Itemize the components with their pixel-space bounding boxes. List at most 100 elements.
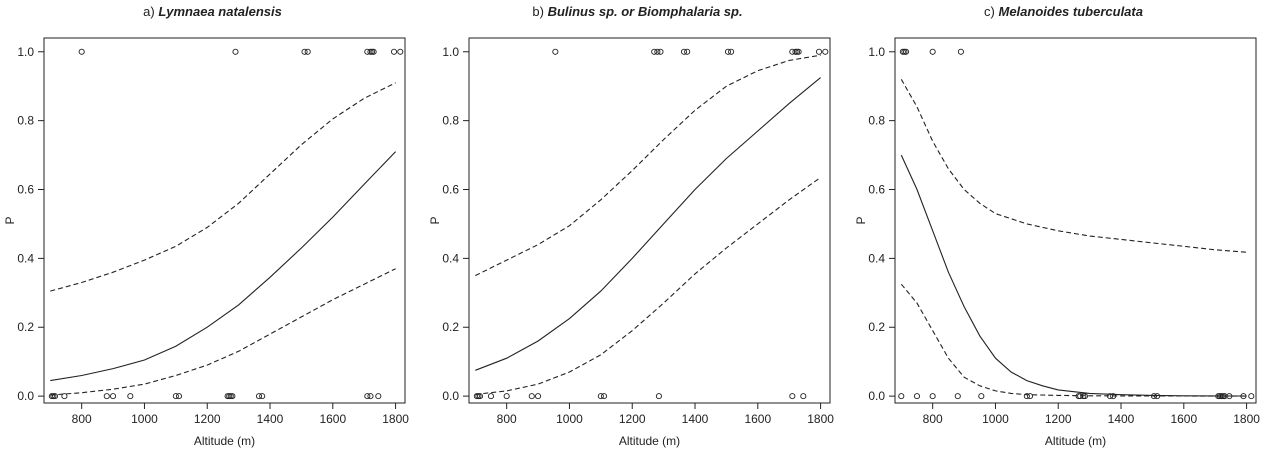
y-axis-label: P: [3, 216, 17, 224]
observation-point: [232, 48, 239, 55]
y-tick-label: 1.0: [442, 45, 459, 59]
panel-b: b) Bulinus sp. or Biomphalaria sp. 800 10…: [425, 0, 850, 457]
observation-point: [800, 393, 807, 400]
observation-point: [1106, 393, 1114, 400]
x-tick-label: 1000: [556, 412, 583, 426]
chart-melanoides: 800 1000 1200 1400 1600 1800 0.0 0.2 0.4 0.6 0.8 1.…: [854, 37, 1260, 448]
observation-point: [1240, 393, 1247, 400]
x-tick-label: 1600: [1170, 412, 1197, 426]
x-tick-label: 1000: [131, 412, 158, 426]
observation-point: [902, 48, 910, 55]
y-tick-label: 0.0: [868, 389, 885, 403]
plot-frame: [894, 37, 1257, 404]
observation-point: [127, 393, 134, 400]
observation-point: [259, 393, 266, 400]
observation-point: [597, 393, 604, 400]
observation-point: [229, 393, 236, 400]
observation-point: [1248, 393, 1255, 400]
observation-point: [78, 48, 85, 55]
observation-point: [175, 393, 183, 400]
observation-point: [929, 393, 936, 400]
observation-point: [364, 48, 371, 55]
y-tick-label: 0.8: [442, 114, 459, 128]
observation-point: [103, 393, 110, 400]
x-tick-label: 1800: [807, 412, 834, 426]
observation-point: [110, 393, 117, 400]
upper-ci-curve: [50, 82, 396, 292]
observation-point: [535, 393, 542, 400]
x-tick-label: 1200: [1045, 412, 1072, 426]
observation-point: [651, 48, 658, 55]
x-tick-label: 1200: [619, 412, 646, 426]
y-tick-label: 0.0: [17, 389, 34, 403]
observation-point: [51, 393, 59, 400]
fitted-curve: [475, 77, 821, 371]
observation-point: [304, 48, 311, 55]
lower-ci-curve: [900, 283, 1247, 397]
x-tick-label: 1000: [982, 412, 1009, 426]
panel-label: c): [984, 4, 995, 19]
y-tick-label: 0.6: [17, 183, 34, 197]
species-name: Lymnaea natalensis: [158, 4, 282, 19]
y-axis-label: P: [428, 216, 442, 224]
observation-point: [795, 48, 802, 55]
observation-point: [789, 393, 796, 400]
y-tick-label: 1.0: [17, 45, 34, 59]
y-tick-label: 0.4: [17, 251, 34, 265]
chart-bulinus: 800 1000 1200 1400 1600 1800 0.0 0.2 0.4 0.6 0.8 1.…: [428, 37, 834, 448]
panel-title: a) Lymnaea natalensis: [0, 4, 425, 19]
chart-lymnaea: 800 1000 1200 1400 1600 1800 0.0 0.2 0.4 0.6 0.8 1.…: [3, 37, 409, 448]
observation-point: [390, 48, 398, 55]
y-axis-label: P: [854, 216, 868, 224]
lower-ci-curve: [475, 177, 821, 395]
observation-point: [1081, 393, 1088, 400]
x-tick-label: 1800: [382, 412, 409, 426]
x-tick-label: 1200: [194, 412, 221, 426]
observation-point: [724, 48, 732, 55]
y-tick-label: 0.6: [868, 183, 885, 197]
y-tick-label: 0.2: [868, 320, 885, 334]
x-tick-label: 800: [497, 412, 517, 426]
observation-point: [172, 393, 179, 400]
x-tick-label: 1800: [1233, 412, 1260, 426]
observation-point: [1226, 393, 1233, 400]
observation-point: [789, 48, 796, 55]
x-tick-label: 800: [72, 412, 92, 426]
observation-point: [1150, 393, 1158, 400]
panel-c: c) Melanoides tuberculata 800 1000 1200 140…: [851, 0, 1276, 457]
observation-point: [1110, 393, 1117, 400]
observation-point: [255, 393, 263, 400]
y-tick-label: 0.2: [17, 320, 34, 334]
observation-point: [913, 393, 921, 400]
observation-point: [978, 393, 985, 400]
species-name: Melanoides tuberculata: [998, 4, 1143, 19]
observation-point: [657, 48, 664, 55]
observation-point: [600, 393, 608, 400]
observation-point: [728, 48, 735, 55]
x-tick-label: 1400: [257, 412, 284, 426]
observation-point: [1026, 393, 1034, 400]
observation-point: [1154, 393, 1161, 400]
panel-title: c) Melanoides tuberculata: [851, 4, 1276, 19]
observation-point: [397, 48, 404, 55]
observation-point: [1023, 393, 1030, 400]
fitted-curve: [50, 151, 396, 382]
x-axis-label: Altitude (m): [619, 434, 680, 448]
observation-point: [929, 48, 936, 55]
observation-point: [367, 393, 374, 400]
panel-label: b): [532, 4, 544, 19]
observation-point: [61, 393, 68, 400]
observation-point: [370, 48, 377, 55]
observation-point: [815, 48, 823, 55]
x-axis-label: Altitude (m): [1045, 434, 1106, 448]
y-tick-label: 0.2: [442, 320, 459, 334]
observation-point: [528, 393, 535, 400]
observation-point: [476, 393, 484, 400]
y-tick-label: 1.0: [868, 45, 885, 59]
plot-frame: [468, 37, 831, 404]
panel-title: b) Bulinus sp. or Biomphalaria sp.: [425, 4, 850, 19]
observation-point: [503, 393, 510, 400]
observation-point: [898, 393, 905, 400]
y-tick-label: 0.8: [868, 114, 885, 128]
observation-point: [487, 393, 495, 400]
